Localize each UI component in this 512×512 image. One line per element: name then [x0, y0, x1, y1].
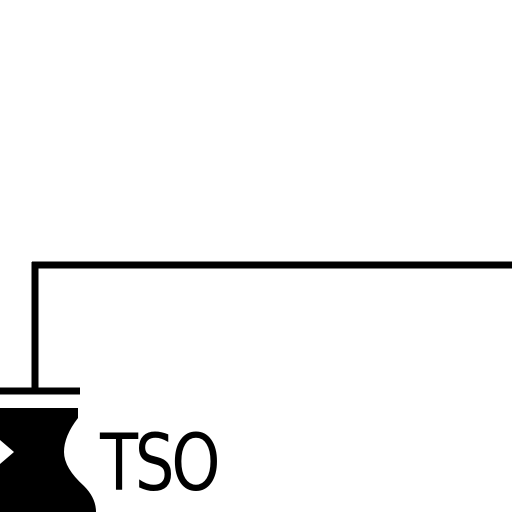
tso-label: TSO [100, 419, 220, 509]
transformer-node-icon [0, 408, 96, 512]
symbol-notch [0, 440, 14, 464]
